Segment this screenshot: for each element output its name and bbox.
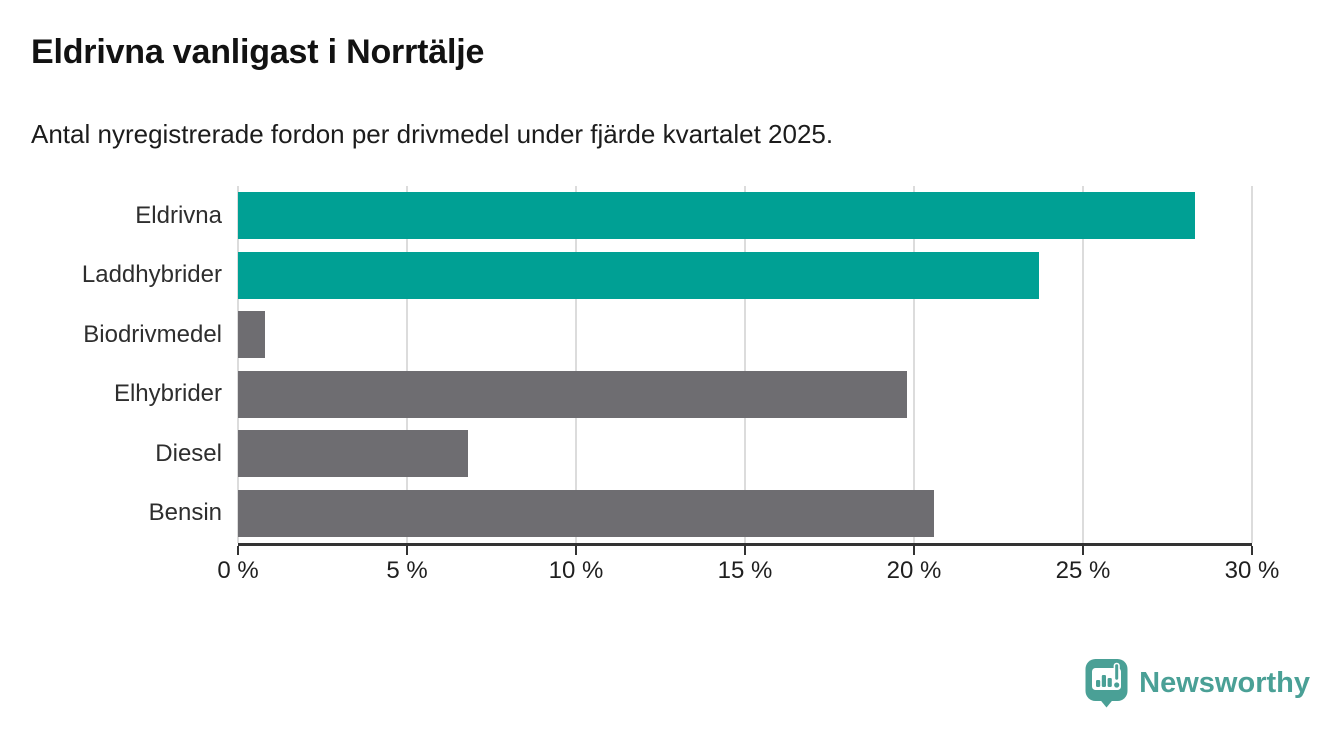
bar-elhybrider xyxy=(238,370,908,418)
category-label-diesel: Diesel xyxy=(155,439,222,467)
category-label-bensin: Bensin xyxy=(148,499,222,527)
newsworthy-logo-icon xyxy=(1085,659,1128,708)
bar-row-eldrivna xyxy=(238,186,1252,246)
category-label-biodrivmedel: Biodrivmedel xyxy=(83,320,222,348)
bar-row-laddhybrider xyxy=(238,246,1252,306)
chart-subtitle: Antal nyregistrerade fordon per drivmede… xyxy=(31,119,834,149)
gridline xyxy=(913,186,915,543)
bar-eldrivna xyxy=(238,192,1195,240)
category-label-elhybrider: Elhybrider xyxy=(113,380,222,408)
bar-laddhybrider xyxy=(238,251,1040,299)
bar-diesel xyxy=(238,430,468,478)
gridline xyxy=(744,186,746,543)
x-tick-label: 0 % xyxy=(217,557,259,584)
x-tick-label: 20 % xyxy=(886,557,942,584)
gridline xyxy=(1251,186,1253,543)
x-tick-label: 5 % xyxy=(386,557,428,584)
x-tick xyxy=(1082,546,1084,555)
category-label-laddhybrider: Laddhybrider xyxy=(81,261,222,289)
newsworthy-logo-text: Newsworthy xyxy=(1139,666,1310,699)
x-tick-label: 30 % xyxy=(1224,557,1280,584)
bar-row-biodrivmedel xyxy=(238,305,1252,365)
x-tick xyxy=(1251,546,1253,555)
plot-area xyxy=(237,186,1253,544)
bar-bensin xyxy=(238,489,935,537)
gridline xyxy=(406,186,408,543)
gridline xyxy=(575,186,577,543)
x-axis xyxy=(237,543,1253,555)
chart-title: Eldrivna vanligast i Norrtälje xyxy=(31,33,485,71)
category-label-eldrivna: Eldrivna xyxy=(135,201,222,229)
x-tick xyxy=(575,546,577,555)
bar-row-bensin xyxy=(238,484,1252,544)
bar-biodrivmedel xyxy=(238,311,266,359)
bar-row-diesel xyxy=(238,424,1252,484)
x-tick xyxy=(913,546,915,555)
gridline xyxy=(1082,186,1084,543)
x-tick-label: 10 % xyxy=(548,557,604,584)
x-tick xyxy=(406,546,408,555)
x-tick-label: 15 % xyxy=(717,557,773,584)
bar-row-elhybrider xyxy=(238,365,1252,425)
x-tick xyxy=(744,546,746,555)
x-tick-label: 25 % xyxy=(1055,557,1111,584)
newsworthy-logo: Newsworthy xyxy=(1084,658,1310,708)
x-tick-labels: 0 % 5 % 10 % 15 % 20 % 25 % 30 % xyxy=(217,557,1279,587)
x-tick xyxy=(237,546,239,555)
y-labels: Eldrivna Laddhybrider Biodrivmedel Elhybrid… xyxy=(0,186,222,543)
gridline xyxy=(237,186,239,543)
